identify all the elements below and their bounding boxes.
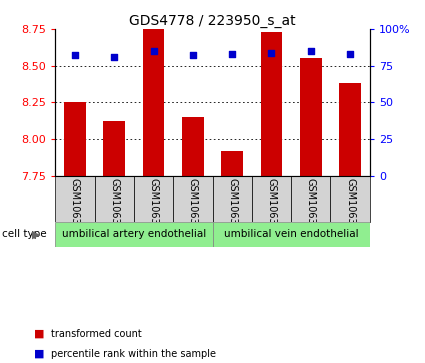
Text: GSM1063406: GSM1063406 bbox=[266, 178, 277, 243]
Point bbox=[111, 54, 118, 60]
Bar bbox=[134, 176, 173, 222]
Point bbox=[229, 51, 235, 57]
Point bbox=[268, 50, 275, 56]
Bar bbox=[64, 102, 86, 176]
Bar bbox=[143, 10, 164, 176]
Bar bbox=[212, 222, 370, 247]
Bar bbox=[94, 176, 134, 222]
Bar bbox=[291, 176, 331, 222]
Point bbox=[71, 53, 78, 58]
Text: GSM1063405: GSM1063405 bbox=[227, 178, 237, 243]
Title: GDS4778 / 223950_s_at: GDS4778 / 223950_s_at bbox=[129, 14, 296, 28]
Text: umbilical artery endothelial: umbilical artery endothelial bbox=[62, 229, 206, 239]
Bar bbox=[339, 83, 361, 176]
Text: ■: ■ bbox=[34, 349, 45, 359]
Text: ▶: ▶ bbox=[32, 229, 41, 239]
Bar bbox=[173, 176, 212, 222]
Text: GSM1063399: GSM1063399 bbox=[188, 178, 198, 243]
Text: GSM1063398: GSM1063398 bbox=[148, 178, 159, 243]
Point bbox=[190, 53, 196, 58]
Text: umbilical vein endothelial: umbilical vein endothelial bbox=[224, 229, 358, 239]
Text: GSM1063397: GSM1063397 bbox=[109, 178, 119, 243]
Bar bbox=[300, 58, 322, 176]
Text: transformed count: transformed count bbox=[51, 329, 142, 339]
Text: GSM1063396: GSM1063396 bbox=[70, 178, 80, 243]
Point bbox=[347, 51, 354, 57]
Bar bbox=[212, 176, 252, 222]
Text: GSM1063408: GSM1063408 bbox=[345, 178, 355, 243]
Text: percentile rank within the sample: percentile rank within the sample bbox=[51, 349, 216, 359]
Bar bbox=[182, 117, 204, 176]
Bar bbox=[55, 176, 94, 222]
Bar bbox=[221, 151, 243, 176]
Bar bbox=[103, 122, 125, 176]
Text: GSM1063407: GSM1063407 bbox=[306, 178, 316, 243]
Point bbox=[307, 48, 314, 54]
Bar bbox=[261, 32, 282, 176]
Text: cell type: cell type bbox=[2, 229, 47, 239]
Text: ■: ■ bbox=[34, 329, 45, 339]
Bar bbox=[252, 176, 291, 222]
Bar bbox=[55, 222, 212, 247]
Bar bbox=[331, 176, 370, 222]
Point bbox=[150, 48, 157, 54]
